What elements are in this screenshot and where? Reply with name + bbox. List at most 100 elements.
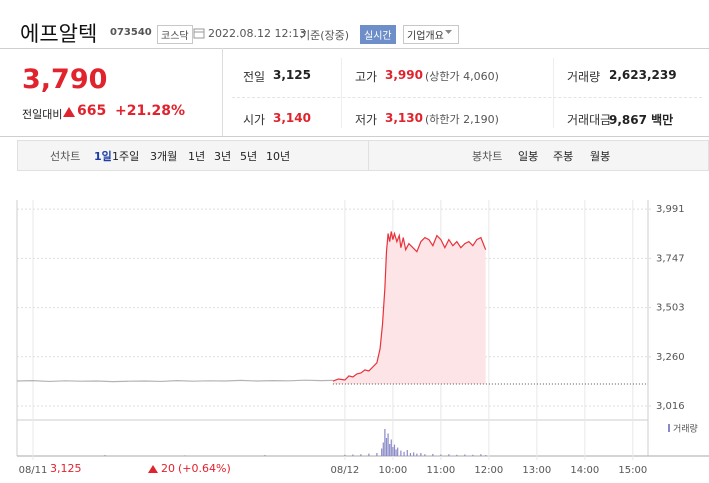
tab-group-label: 봉차트 (472, 150, 503, 163)
stat-value: 3,130 (385, 111, 423, 125)
stat-value: 3,990 (385, 68, 423, 82)
basis: 기준(장중) (300, 29, 350, 42)
x-tick-label: 08/11 (19, 465, 48, 476)
datetime: 2022.08.12 12:13 (208, 27, 307, 40)
y-tick-label: 3,016 (656, 401, 685, 412)
volume-bar (480, 454, 482, 456)
volume-bar (420, 453, 422, 456)
stat-note: (상한가 4,060) (425, 70, 499, 83)
tab[interactable]: 10년 (266, 150, 291, 163)
stat-label: 고가 (355, 70, 378, 84)
market-badge: 코스닥 (157, 25, 193, 44)
volume-bar (400, 450, 402, 456)
volume-bar (387, 433, 389, 456)
calendar-icon (193, 28, 205, 39)
volume-bar (376, 453, 378, 456)
volume-bar (381, 448, 383, 456)
price-line (332, 231, 487, 382)
up-arrow (63, 107, 75, 117)
row-divider (232, 97, 702, 98)
stat-label: 거래대금 (567, 113, 612, 127)
volume-bar (424, 454, 426, 456)
up-arrow (148, 465, 158, 473)
quote-box (0, 48, 709, 137)
realtime-button[interactable]: 실시간 (360, 25, 396, 44)
volume-bar (393, 444, 396, 456)
volume-bar (456, 454, 458, 456)
stat-label: 저가 (355, 113, 378, 127)
volume-bar (360, 454, 362, 456)
tab[interactable]: 1일 (94, 150, 112, 163)
price-line (16, 379, 333, 383)
tab[interactable]: 5년 (240, 150, 258, 163)
stat-value: 2,623,239 (609, 68, 677, 82)
volume-bar (392, 447, 394, 456)
volume-bar (472, 454, 474, 456)
divider (553, 58, 554, 128)
volume-bar (397, 447, 399, 456)
tab[interactable]: 3년 (214, 150, 232, 163)
volume-bar (352, 454, 354, 456)
legend-label: 거래량 (673, 423, 698, 435)
divider (368, 140, 369, 170)
tab-group-label: 선차트 (50, 150, 81, 163)
divider (222, 48, 223, 136)
stat-note: (하한가 2,190) (425, 113, 499, 126)
volume-bar (368, 453, 370, 456)
volume-bar (440, 454, 442, 456)
volume-bar (464, 454, 466, 456)
prev-rate: (+0.64%) (178, 462, 231, 475)
stock-name: 에프알텍 (20, 22, 98, 46)
divider (341, 58, 342, 128)
x-tick-label: 12:00 (474, 465, 503, 476)
change-label: 전일대비 (22, 108, 63, 121)
stat-value: 3,125 (273, 68, 311, 82)
tab[interactable]: 주봉 (553, 150, 574, 163)
change-rate: +21.28% (115, 103, 186, 119)
company-info-button[interactable]: 기업개요 (403, 25, 459, 44)
stat-label: 시가 (243, 113, 266, 127)
y-tick-label: 3,747 (656, 253, 685, 264)
volume-bar (403, 451, 405, 456)
stat-label: 전일 (243, 70, 266, 84)
x-tick-label: 15:00 (618, 465, 647, 476)
volume-bar (432, 453, 434, 456)
volume-bar (184, 455, 186, 456)
volume-bar (264, 455, 266, 456)
volume-bar (104, 455, 106, 456)
prev-change: 20 (161, 462, 175, 475)
tab[interactable]: 일봉 (518, 150, 539, 163)
dropdown-arrow (445, 30, 452, 34)
tab[interactable]: 1년 (188, 150, 206, 163)
stock-code: 073540 (110, 27, 152, 38)
prev-close: 3,125 (50, 462, 82, 475)
volume-bar (485, 455, 487, 456)
x-tick-label: 14:00 (570, 465, 599, 476)
stat-label: 거래량 (567, 70, 601, 84)
tab[interactable]: 3개월 (150, 150, 178, 163)
volume-bar (389, 444, 391, 456)
y-tick-label: 3,503 (656, 303, 685, 314)
volume-bar (384, 429, 386, 456)
volume-bar (390, 439, 392, 456)
volume-bar (395, 449, 397, 456)
volume-bar (448, 454, 450, 456)
volume-bar (409, 453, 412, 456)
y-tick-label: 3,260 (656, 352, 685, 363)
tab[interactable]: 월봉 (590, 150, 611, 163)
tab[interactable]: 1주일 (112, 150, 140, 163)
x-tick-label: 08/12 (330, 465, 359, 476)
stat-value: 9,867 백만 (609, 113, 674, 127)
current-price: 3,790 (22, 64, 108, 95)
stat-value: 3,140 (273, 111, 311, 125)
y-tick-label: 3,991 (656, 204, 685, 215)
volume-bar (344, 454, 346, 456)
area-fill (332, 231, 486, 385)
x-tick-label: 10:00 (378, 465, 407, 476)
legend-swatch (668, 424, 670, 432)
volume-bar (406, 450, 408, 456)
volume-bar (413, 452, 415, 456)
volume-bar (385, 438, 388, 456)
